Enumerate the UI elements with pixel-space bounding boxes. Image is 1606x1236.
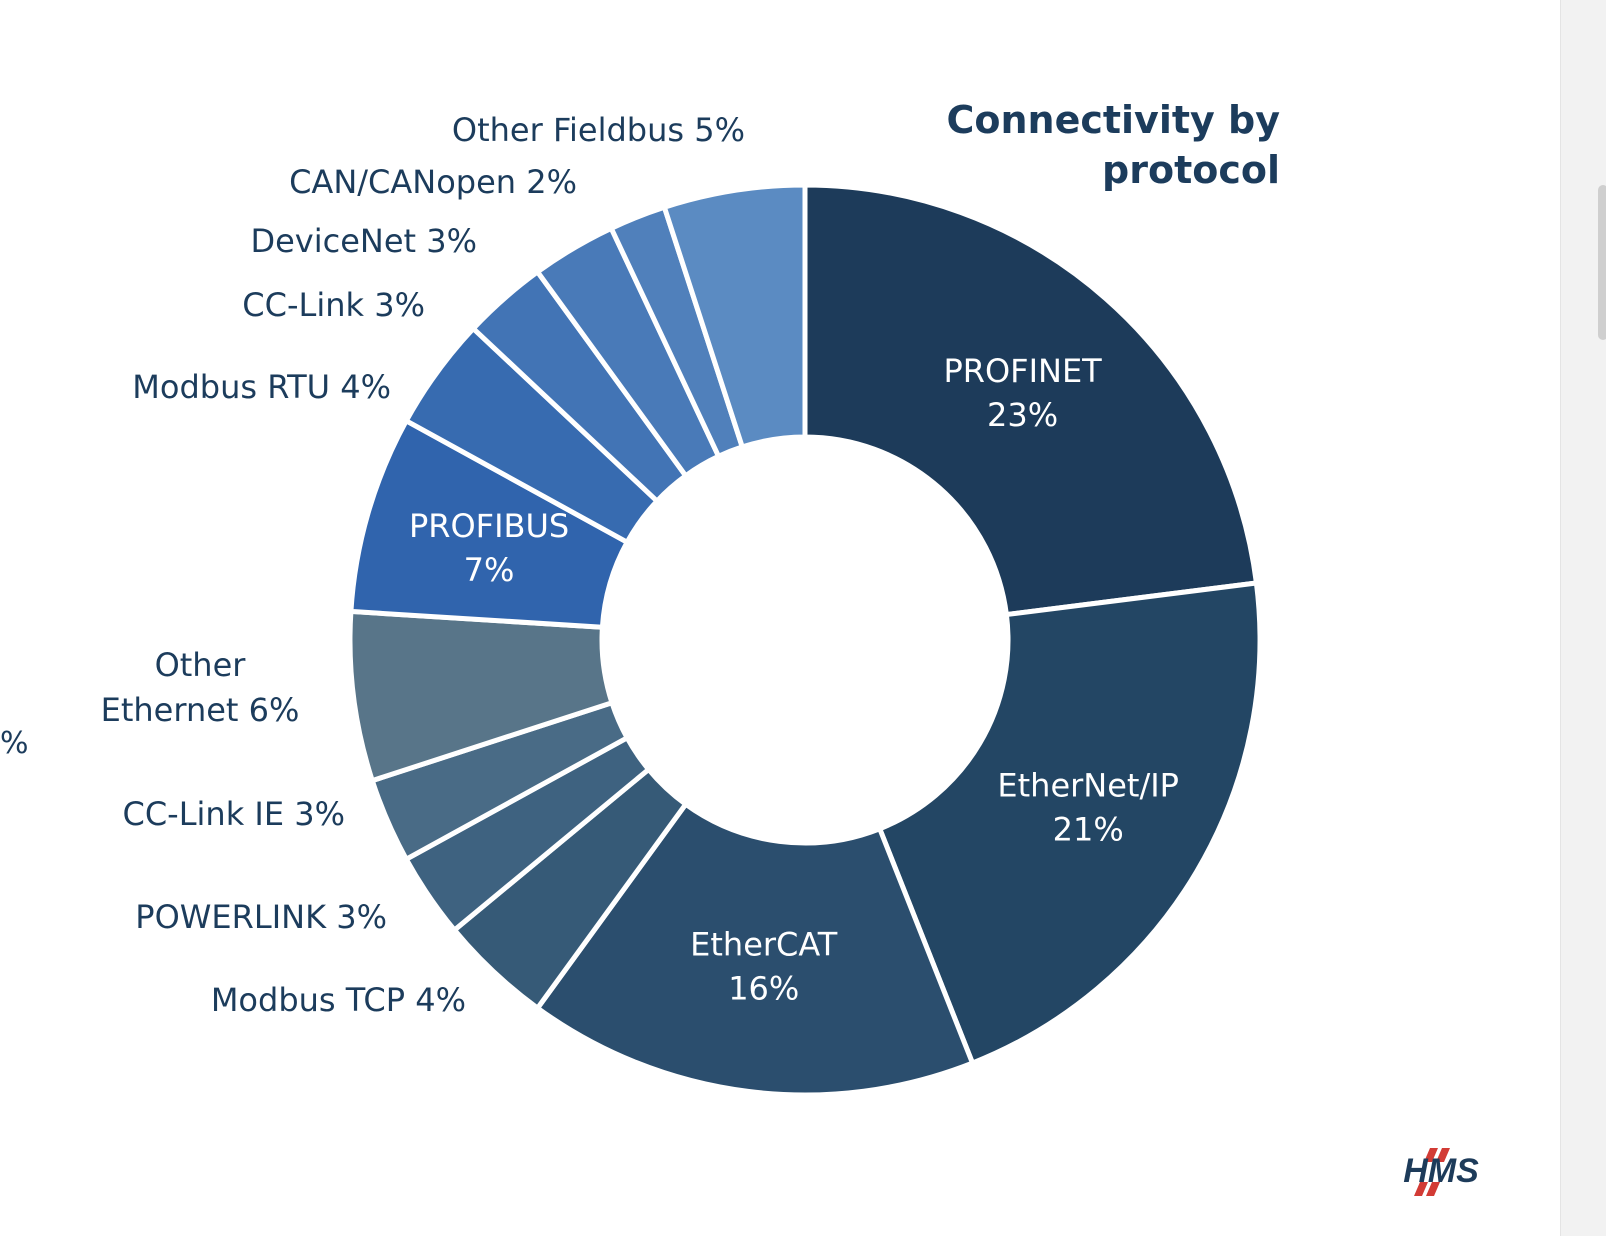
label-line: EtherNet/IP [997, 766, 1179, 804]
label-line: EtherCAT [690, 925, 838, 963]
label-other-fieldbus: Other Fieldbus 5% [452, 111, 745, 149]
logo-text: HMS [1403, 1152, 1479, 1190]
scrollbar-thumb[interactable] [1598, 185, 1606, 340]
label-ethernet-ip: EtherNet/IP 21% [997, 766, 1179, 848]
slice-ethercat [535, 801, 975, 1098]
label-line: 23% [987, 396, 1058, 434]
label-line: Modbus RTU 4% [132, 368, 391, 406]
slice-ethernet-ip [877, 580, 1263, 1066]
label-modbus-rtu: Modbus RTU 4% [132, 368, 391, 406]
label-line: 21% [1053, 810, 1124, 848]
chart-title-line-1: Connectivity by [946, 98, 1280, 142]
label-line: Other Fieldbus 5% [452, 111, 745, 149]
label-line: Ethernet 6% [101, 691, 300, 729]
label-line: Modbus TCP 4% [211, 981, 466, 1019]
label-cc-link-ie: CC-Link IE 3% [122, 795, 345, 833]
cut-off-label: % [0, 726, 29, 761]
donut-chart: PROFINET 23% EtherNet/IP 21% EtherCAT 16% Modb… [100, 111, 1263, 1098]
label-profinet: PROFINET 23% [943, 352, 1102, 434]
hms-logo: HMS [1386, 1146, 1496, 1210]
label-powerlink: POWERLINK 3% [135, 898, 387, 936]
chart-title-line-2: protocol [1102, 148, 1280, 192]
label-can-canopen: CAN/CANopen 2% [289, 163, 577, 201]
label-modbus-tcp: Modbus TCP 4% [211, 981, 466, 1019]
label-line: CC-Link 3% [242, 286, 425, 324]
label-line: POWERLINK 3% [135, 898, 387, 936]
label-line: DeviceNet 3% [250, 222, 477, 260]
slice-other-fieldbus [661, 182, 808, 450]
label-line: CC-Link IE 3% [122, 795, 345, 833]
slice-profinet [802, 182, 1259, 618]
chart-area: PROFINET 23% EtherNet/IP 21% EtherCAT 16% Modb… [0, 98, 1496, 1210]
label-line: Other [155, 646, 247, 684]
label-ethercat: EtherCAT 16% [690, 925, 838, 1007]
label-devicenet: DeviceNet 3% [250, 222, 477, 260]
label-other-ethernet: Other Ethernet 6% [101, 646, 300, 729]
label-line: CAN/CANopen 2% [289, 163, 577, 201]
label-line: PROFINET [943, 352, 1102, 390]
label-line: PROFIBUS [409, 507, 569, 545]
label-profibus: PROFIBUS 7% [409, 507, 569, 589]
label-line: 16% [728, 969, 799, 1007]
label-cc-link: CC-Link 3% [242, 286, 425, 324]
label-line: 7% [464, 551, 515, 589]
hms-logo-icon: HMS [1403, 1148, 1479, 1196]
